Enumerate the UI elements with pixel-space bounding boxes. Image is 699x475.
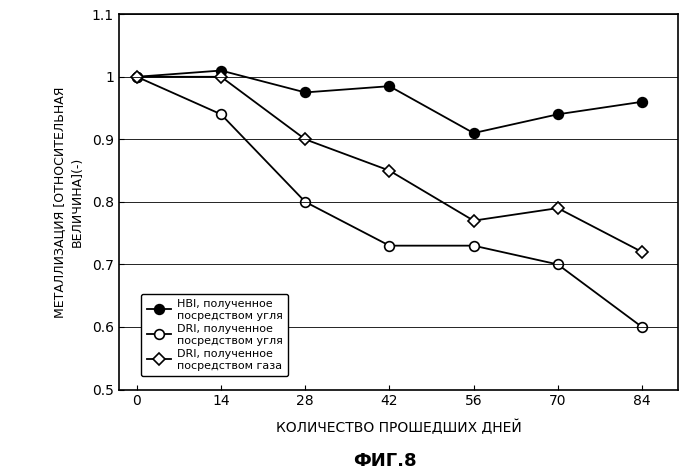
HBI, полученное
посредством угля bbox=[301, 90, 310, 95]
HBI, полученное
посредством угля bbox=[554, 112, 562, 117]
Line: DRI, полученное
посредством угля: DRI, полученное посредством угля bbox=[132, 72, 647, 332]
DRI, полученное
посредством газа bbox=[554, 205, 562, 211]
HBI, полученное
посредством угля bbox=[470, 130, 478, 136]
DRI, полученное
посредством газа bbox=[385, 168, 394, 173]
DRI, полученное
посредством газа bbox=[133, 74, 141, 80]
HBI, полученное
посредством угля bbox=[217, 68, 225, 74]
DRI, полученное
посредством угля bbox=[133, 74, 141, 80]
DRI, полученное
посредством угля bbox=[637, 324, 646, 330]
DRI, полученное
посредством угля bbox=[301, 199, 310, 205]
Y-axis label: МЕТАЛЛИЗАЦИЯ [ОТНОСИТЕЛЬНАЯ
ВЕЛИЧИНА](-): МЕТАЛЛИЗАЦИЯ [ОТНОСИТЕЛЬНАЯ ВЕЛИЧИНА](-) bbox=[54, 86, 83, 318]
DRI, полученное
посредством угля bbox=[554, 262, 562, 267]
DRI, полученное
посредством угля bbox=[385, 243, 394, 248]
Text: ФИГ.8: ФИГ.8 bbox=[352, 452, 417, 470]
HBI, полученное
посредством угля bbox=[133, 74, 141, 80]
DRI, полученное
посредством угля bbox=[470, 243, 478, 248]
DRI, полученное
посредством газа bbox=[637, 249, 646, 255]
DRI, полученное
посредством газа bbox=[470, 218, 478, 224]
HBI, полученное
посредством угля bbox=[637, 99, 646, 104]
Line: HBI, полученное
посредством угля: HBI, полученное посредством угля bbox=[132, 66, 647, 138]
X-axis label: КОЛИЧЕСТВО ПРОШЕДШИХ ДНЕЙ: КОЛИЧЕСТВО ПРОШЕДШИХ ДНЕЙ bbox=[275, 419, 521, 435]
Line: DRI, полученное
посредством газа: DRI, полученное посредством газа bbox=[133, 73, 646, 256]
DRI, полученное
посредством газа bbox=[301, 136, 310, 142]
HBI, полученное
посредством угля bbox=[385, 83, 394, 89]
DRI, полученное
посредством угля bbox=[217, 112, 225, 117]
Legend: HBI, полученное
посредством угля, DRI, полученное
посредством угля, DRI, получен: HBI, полученное посредством угля, DRI, п… bbox=[141, 294, 288, 377]
DRI, полученное
посредством газа bbox=[217, 74, 225, 80]
